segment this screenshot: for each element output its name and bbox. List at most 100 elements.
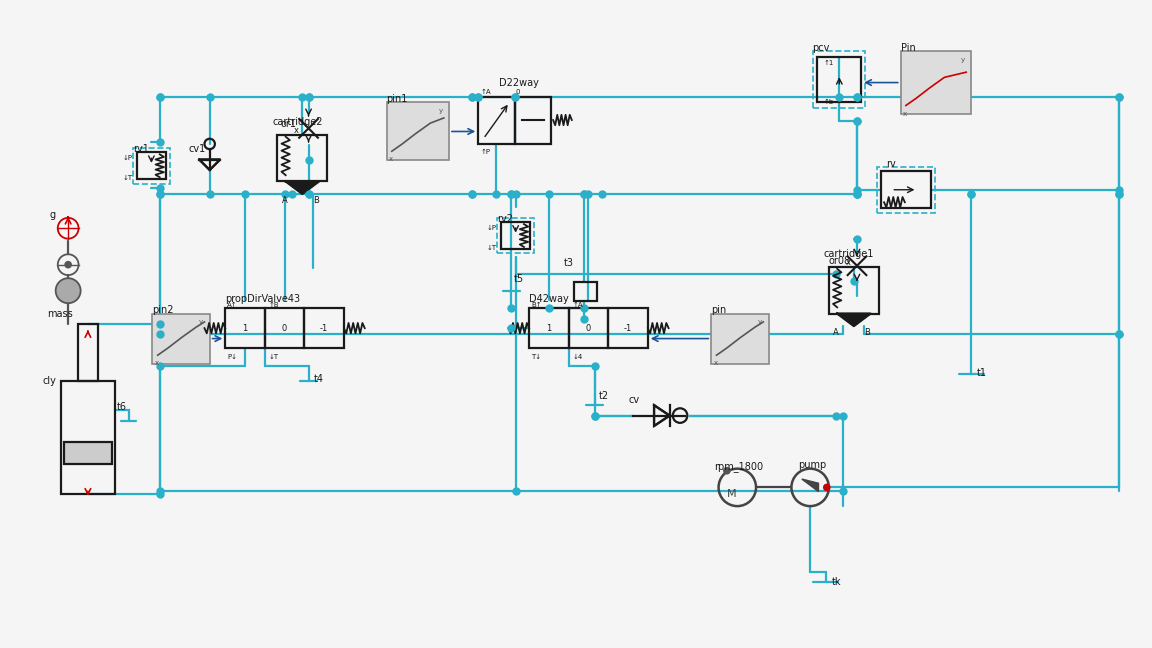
Text: ↓T: ↓T: [122, 175, 132, 181]
Text: D22way: D22way: [499, 78, 539, 88]
Text: cartridge1: cartridge1: [824, 249, 874, 259]
Text: t6: t6: [118, 402, 127, 412]
Text: T↓: T↓: [531, 354, 541, 360]
Text: propDirValve43: propDirValve43: [226, 294, 301, 304]
Bar: [304, 308, 344, 348]
Text: pin2: pin2: [152, 305, 174, 316]
Text: y: y: [439, 108, 442, 113]
Text: A: A: [833, 328, 839, 337]
Text: ↓T: ↓T: [270, 354, 279, 360]
Bar: [278, 135, 327, 181]
Text: ↓P: ↓P: [486, 225, 497, 231]
Text: A↑: A↑: [227, 302, 238, 308]
Text: cartridge2: cartridge2: [272, 117, 323, 127]
Text: x: x: [388, 156, 393, 163]
Text: or08: or08: [829, 257, 851, 266]
Text: ↑b: ↑b: [824, 99, 834, 105]
Bar: [132, 148, 170, 183]
Text: ↓T: ↓T: [486, 245, 497, 251]
Bar: [387, 102, 449, 159]
Bar: [65, 441, 112, 465]
Bar: [574, 283, 597, 301]
Text: cv: cv: [628, 395, 639, 405]
Circle shape: [824, 484, 829, 491]
Text: ↓4: ↓4: [573, 354, 583, 360]
Text: x: x: [294, 126, 300, 135]
Text: x: x: [903, 111, 907, 117]
Bar: [226, 308, 265, 348]
Circle shape: [55, 278, 81, 303]
Text: M: M: [727, 489, 737, 498]
Text: ↑B: ↑B: [270, 302, 280, 308]
Text: ↓P: ↓P: [122, 156, 132, 161]
Text: 0: 0: [516, 89, 521, 95]
Text: tk: tk: [832, 577, 841, 587]
Text: 0: 0: [282, 323, 287, 332]
Text: t1: t1: [977, 367, 986, 378]
Text: t5: t5: [514, 274, 524, 284]
Text: x: x: [713, 360, 718, 366]
Bar: [265, 308, 304, 348]
Bar: [497, 218, 535, 253]
Text: t4: t4: [313, 374, 324, 384]
Bar: [515, 97, 551, 144]
Text: y: y: [758, 319, 763, 325]
Text: cly: cly: [43, 376, 56, 386]
Bar: [818, 56, 862, 102]
Text: 1: 1: [242, 323, 248, 332]
Text: mass: mass: [47, 310, 73, 319]
Text: x: x: [154, 360, 159, 366]
Text: B: B: [864, 328, 870, 337]
Text: rpm_1800: rpm_1800: [714, 461, 764, 472]
Bar: [152, 314, 210, 364]
Text: rv: rv: [886, 159, 896, 168]
Text: rv1: rv1: [132, 144, 149, 154]
Text: Pin: Pin: [901, 43, 916, 53]
Text: B: B: [312, 196, 319, 205]
Circle shape: [65, 262, 71, 268]
Bar: [529, 308, 569, 348]
Text: 1: 1: [546, 323, 552, 332]
Text: x: x: [846, 259, 850, 268]
Text: cv1: cv1: [189, 144, 206, 154]
Text: pin1: pin1: [387, 94, 408, 104]
Text: A: A: [281, 196, 287, 205]
Text: rv2: rv2: [497, 214, 513, 224]
Text: y: y: [961, 56, 965, 63]
Bar: [813, 51, 865, 108]
Text: -1: -1: [624, 323, 632, 332]
Bar: [137, 152, 166, 179]
Text: g: g: [50, 209, 55, 220]
Text: y: y: [199, 319, 204, 325]
Bar: [608, 308, 647, 348]
Bar: [901, 51, 971, 114]
Bar: [881, 171, 931, 209]
Text: ↑P: ↑P: [480, 149, 491, 155]
Text: pump: pump: [797, 460, 826, 470]
Polygon shape: [838, 314, 871, 326]
Bar: [478, 97, 515, 144]
Bar: [711, 314, 768, 364]
Text: t3: t3: [563, 259, 574, 268]
Bar: [569, 308, 608, 348]
Text: 0: 0: [586, 323, 591, 332]
Bar: [829, 267, 879, 314]
Text: ↑A: ↑A: [480, 89, 491, 95]
Polygon shape: [286, 181, 319, 194]
Text: D42way: D42way: [529, 294, 569, 304]
Bar: [61, 381, 115, 494]
Text: t2: t2: [599, 391, 609, 400]
Text: B↑: B↑: [531, 302, 541, 308]
Text: or1: or1: [280, 119, 296, 129]
Bar: [77, 324, 98, 381]
Bar: [501, 222, 530, 249]
Polygon shape: [802, 479, 818, 492]
Text: P↓: P↓: [227, 354, 237, 360]
Circle shape: [723, 468, 730, 474]
Text: -1: -1: [320, 323, 328, 332]
Text: ↑A: ↑A: [573, 302, 584, 308]
Bar: [877, 167, 935, 213]
Text: pcv: pcv: [812, 43, 829, 53]
Text: pin: pin: [711, 305, 727, 316]
Text: ↑1: ↑1: [824, 60, 834, 65]
